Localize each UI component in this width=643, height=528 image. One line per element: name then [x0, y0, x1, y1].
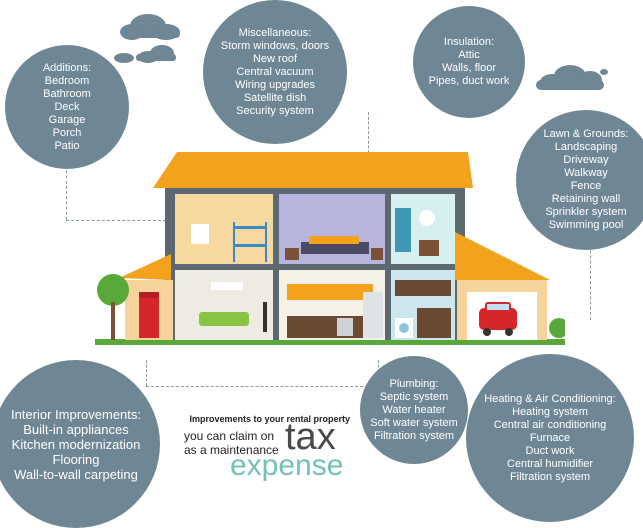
additions-item: Porch	[52, 126, 82, 139]
plumbing-title: Plumbing:	[389, 377, 439, 390]
house-illustration	[95, 152, 565, 345]
leader-line	[66, 160, 67, 220]
interior-item: Built-in appliances	[23, 421, 129, 437]
interior-item: Wall-to-wall carpeting	[14, 466, 138, 482]
insulation-item: Walls, floor	[442, 62, 496, 74]
leader-line	[146, 386, 378, 387]
tagline: Improvements to your rental property you…	[170, 414, 350, 484]
misc-item: Storm windows, doors	[220, 39, 330, 52]
lawn-item: Walkway	[564, 167, 608, 179]
additions-title: Additions:	[42, 61, 92, 74]
misc-item: Security system	[236, 104, 314, 117]
additions-item: Bathroom	[43, 87, 91, 100]
left-roof	[119, 254, 171, 280]
plumbing-item: Septic system	[379, 390, 449, 403]
lawn-item: Sprinkler system	[545, 206, 627, 218]
additions-item: Bedroom	[44, 74, 90, 87]
insulation-item: Pipes, duct work	[428, 75, 510, 87]
leader-line	[590, 240, 591, 320]
additions-item: Garage	[48, 113, 86, 126]
leader-line	[146, 360, 147, 386]
plumbing-item: Soft water system	[370, 416, 458, 429]
additions-item: Deck	[54, 100, 80, 113]
additions-circle: Additions: Bedroom Bathroom Deck Garage …	[5, 45, 129, 169]
miscellaneous-circle: Miscellaneous: Storm windows, doors New …	[203, 0, 347, 144]
leader-line	[66, 220, 166, 221]
lawn-item: Driveway	[563, 154, 609, 166]
cloud-icon	[536, 65, 608, 90]
right-roof	[455, 232, 550, 280]
misc-item: Central vacuum	[236, 65, 314, 78]
insulation-title: Insulation:	[443, 36, 495, 48]
hvac-item: Heating system	[512, 405, 588, 418]
lawn-item: Retaining wall	[551, 193, 621, 205]
tagline-line2: you can claim on	[184, 429, 275, 443]
tagline-line3: as a maintenance	[184, 443, 279, 457]
hvac-item: Central air conditioning	[493, 418, 607, 431]
insulation-circle: Insulation: Attic Walls, floor Pipes, du…	[413, 6, 525, 118]
lawn-grounds-circle: Lawn & Grounds: Landscaping Driveway Wal…	[516, 110, 643, 250]
expense-word: expense	[230, 449, 344, 482]
hvac-item: Duct work	[525, 444, 575, 457]
heating-ac-circle: Heating & Air Conditioning: Heating syst…	[466, 354, 634, 522]
plumbing-item: Water heater	[382, 403, 446, 416]
interior-improvements-circle: Interior Improvements: Built-in applianc…	[0, 360, 160, 528]
interior-item: Kitchen modernization	[11, 436, 141, 452]
tagline-line1: Improvements to your rental property	[189, 414, 350, 424]
interior-item: Flooring	[52, 451, 100, 467]
lawn-item: Swimming pool	[548, 219, 624, 231]
hvac-item: Central humidifier	[506, 457, 594, 470]
main-roof	[153, 152, 473, 188]
lawn-item: Fence	[570, 180, 602, 192]
additions-item: Patio	[54, 139, 80, 152]
misc-item: Satellite dish	[243, 91, 307, 104]
misc-title: Miscellaneous:	[238, 26, 312, 39]
interior-title: Interior Improvements:	[10, 406, 142, 422]
cloud-icon	[114, 14, 180, 63]
leader-line	[368, 112, 369, 158]
hvac-item: Furnace	[529, 431, 571, 444]
misc-item: New roof	[252, 52, 298, 65]
insulation-item: Attic	[458, 49, 480, 61]
lawn-title: Lawn & Grounds:	[543, 128, 629, 140]
misc-item: Wiring upgrades	[234, 78, 316, 91]
plumbing-item: Filtration system	[373, 429, 455, 442]
tax-word: tax	[285, 416, 336, 458]
lawn-item: Landscaping	[554, 141, 618, 153]
hvac-item: Filtration system	[509, 470, 591, 483]
hvac-title: Heating & Air Conditioning:	[484, 392, 616, 405]
plumbing-circle: Plumbing: Septic system Water heater Sof…	[360, 356, 468, 464]
